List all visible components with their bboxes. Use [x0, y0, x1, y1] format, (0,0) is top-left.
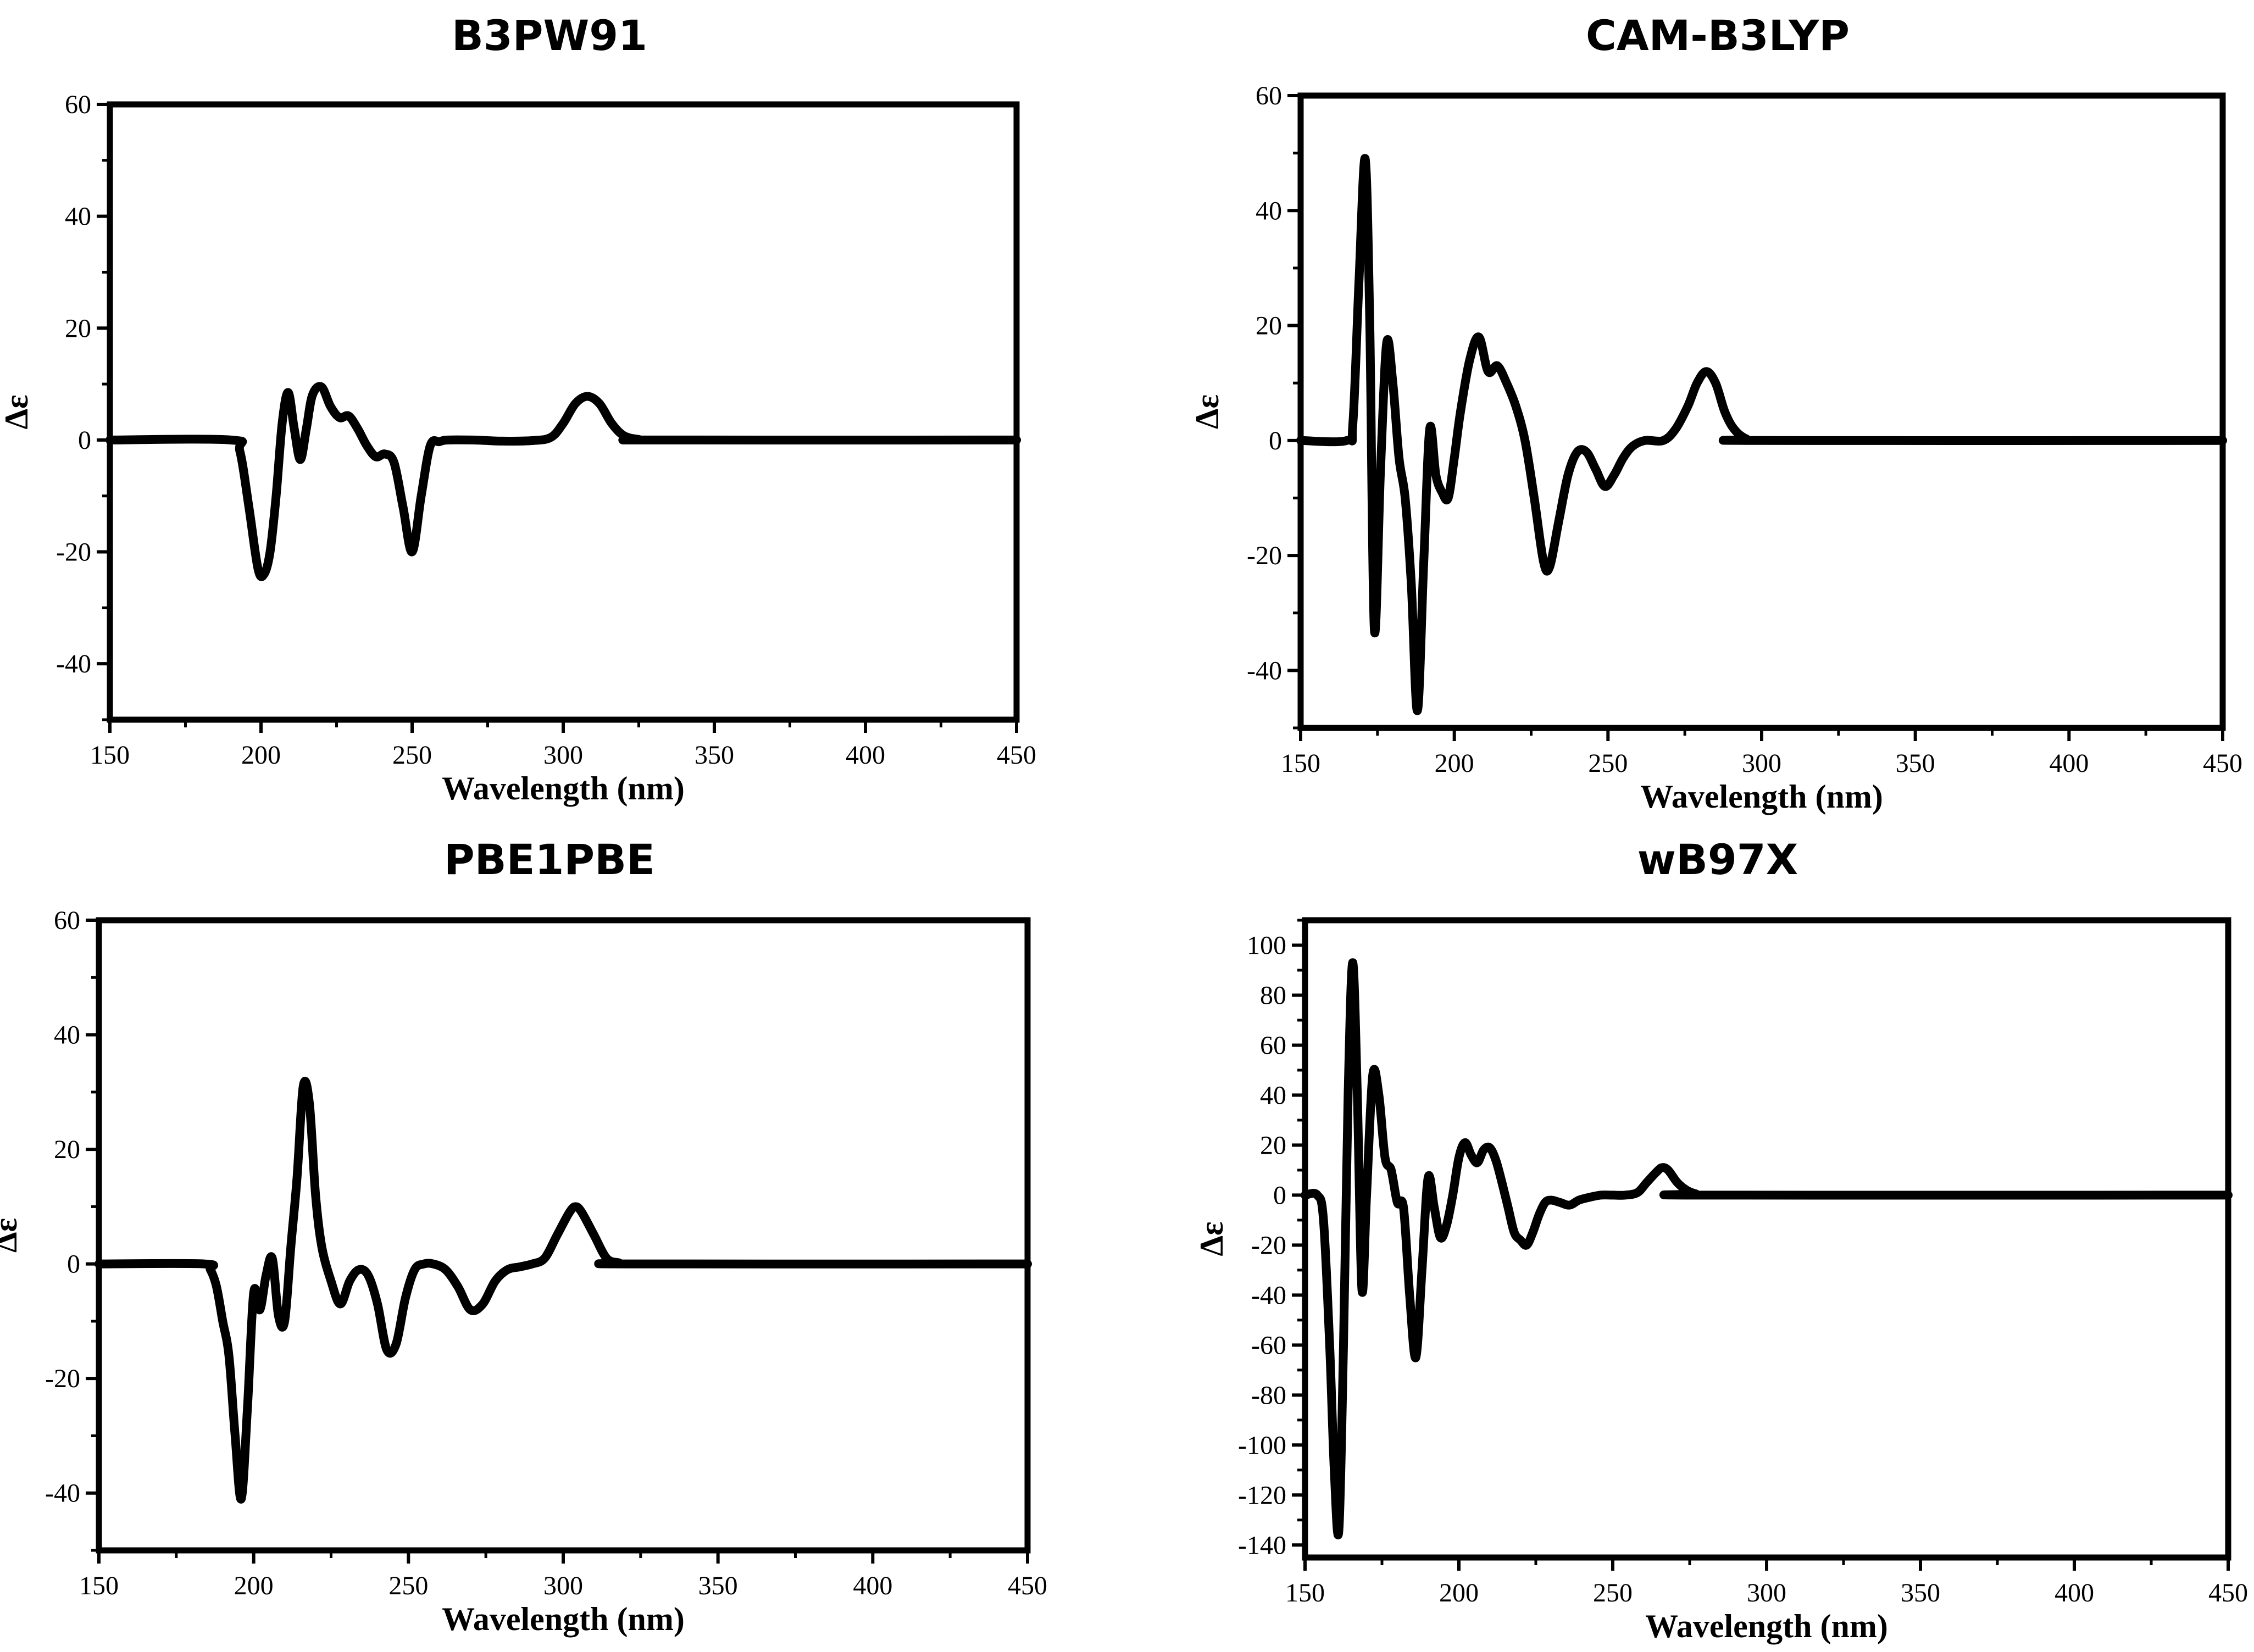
y-tick-label: 60: [1260, 1031, 1286, 1060]
y-tick-label: 20: [54, 1135, 80, 1164]
chart-title: CAM-B3LYP: [1586, 11, 1850, 60]
y-tick-label: 20: [65, 314, 91, 343]
x-tick-label: 300: [1742, 749, 1781, 778]
x-tick-label: 450: [1008, 1571, 1047, 1600]
chart-title: PBE1PBE: [444, 835, 655, 884]
x-tick-label: 200: [241, 741, 281, 770]
series-line: [106, 382, 1021, 581]
x-tick-label: 350: [1896, 749, 1935, 778]
series-line: [95, 1077, 1032, 1504]
x-tick-label: 250: [1593, 1578, 1633, 1607]
y-tick-label: 0: [1269, 426, 1282, 455]
y-axis-title: Δε: [1189, 394, 1225, 429]
y-tick-label: 0: [1273, 1181, 1286, 1210]
y-tick-label: 0: [67, 1250, 80, 1279]
y-tick-label: -20: [1251, 1231, 1286, 1260]
x-axis-title: Wavelength (nm): [442, 770, 685, 806]
y-tick-label: 40: [1256, 196, 1282, 225]
y-tick-label: 0: [78, 426, 91, 455]
x-tick-label: 450: [2203, 749, 2242, 778]
x-tick-label: 400: [2049, 749, 2089, 778]
y-tick-label: 60: [54, 906, 80, 935]
y-tick-label: 40: [65, 202, 91, 231]
x-tick-label: 300: [543, 1571, 583, 1600]
plot-frame: [107, 101, 1020, 723]
x-tick-label: 200: [234, 1571, 274, 1600]
y-tick-label: -100: [1238, 1431, 1286, 1460]
chart-panel-pbe1pbe: PBE1PBE 150 200 250 300 350 400 450 -40 -20 0 20 40…: [0, 824, 1099, 1652]
y-axis-title: Δε: [1193, 1221, 1230, 1256]
x-tick-label: 200: [1439, 1578, 1479, 1607]
y-tick-label: -20: [56, 538, 91, 567]
y-tick-label: -60: [1251, 1331, 1286, 1360]
y-tick-label: -40: [1247, 656, 1282, 685]
x-tick-label: 400: [853, 1571, 892, 1600]
y-tick-label: 20: [1256, 312, 1282, 341]
chart-svg-pbe1pbe: 150 200 250 300 350 400 450 -40 -20 0 20 40 60 Wavele…: [0, 906, 1047, 1637]
x-tick-label: 400: [2055, 1578, 2094, 1607]
y-tick-label: -140: [1238, 1531, 1286, 1560]
x-tick-label: 350: [698, 1571, 738, 1600]
y-tick-label: 60: [65, 90, 91, 119]
x-tick-label: 450: [997, 741, 1036, 770]
y-tick-label: 100: [1247, 931, 1286, 960]
plot-frame: [1297, 92, 2226, 731]
x-tick-label: 350: [1901, 1578, 1940, 1607]
y-tick-label: -40: [45, 1479, 80, 1508]
series-line: [1296, 154, 2227, 715]
x-tick-label: 200: [1435, 749, 1474, 778]
x-tick-label: 150: [79, 1571, 119, 1600]
x-axis-title: Wavelength (nm): [1640, 778, 1883, 815]
x-tick-label: 450: [2208, 1578, 2248, 1607]
x-tick-label: 250: [388, 1571, 428, 1600]
y-axis-title: Δε: [0, 394, 35, 429]
chart-title: B3PW91: [451, 11, 648, 60]
x-tick-label: 250: [1588, 749, 1628, 778]
y-tick-label: 20: [1260, 1131, 1286, 1160]
y-tick-label: -20: [45, 1364, 80, 1393]
chart-panel-wb97x: wB97X 150 200 250 300 350 400 450 -140 -120 -100-…: [1181, 824, 2254, 1652]
series-line: [1301, 958, 2233, 1539]
y-tick-label: 80: [1260, 981, 1286, 1010]
y-tick-label: 40: [54, 1021, 80, 1050]
x-axis-title: Wavelength (nm): [1645, 1608, 1888, 1644]
y-tick-label: -40: [56, 649, 91, 678]
x-tick-label: 300: [543, 741, 583, 770]
chart-svg-b3pw91: 150 200 250 300 350 400 450 -40 -20 0 20 40 60 Wavele…: [0, 90, 1036, 806]
x-tick-label: 150: [1285, 1578, 1325, 1607]
chart-title: wB97X: [1637, 835, 1798, 884]
y-tick-label: 40: [1260, 1081, 1286, 1110]
x-tick-label: 150: [90, 741, 130, 770]
y-tick-label: -40: [1251, 1281, 1286, 1310]
x-axis-title: Wavelength (nm): [442, 1601, 685, 1637]
y-axis-title: Δε: [0, 1218, 24, 1253]
y-tick-label: 60: [1256, 81, 1282, 110]
chart-svg-cam-b3lyp: 150 200 250 300 350 400 450 -40 -20 0 20 40 60 Wavele…: [1189, 81, 2242, 815]
x-tick-label: 300: [1747, 1578, 1786, 1607]
x-tick-label: 150: [1281, 749, 1320, 778]
chart-panel-b3pw91: B3PW91 150 200 250 300 350 400 450 -40 -20 0 20 40 6…: [0, 0, 1099, 813]
x-tick-label: 250: [392, 741, 432, 770]
y-tick-label: -120: [1238, 1481, 1286, 1510]
y-tick-label: -80: [1251, 1381, 1286, 1410]
y-tick-label: -20: [1247, 541, 1282, 570]
chart-svg-wb97x: 150 200 250 300 350 400 450-140-120-100-80-60-…: [1193, 917, 2248, 1644]
chart-panel-cam-b3lyp: CAM-B3LYP 150 200 250 300 350 400 450 -40 -20 0 20…: [1181, 0, 2254, 819]
x-tick-label: 350: [695, 741, 734, 770]
x-tick-label: 400: [846, 741, 885, 770]
